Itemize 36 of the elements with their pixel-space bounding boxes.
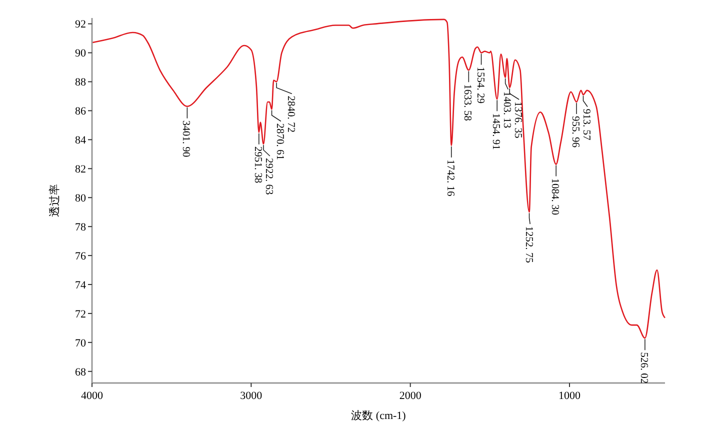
annotation: 1554. 29: [474, 66, 486, 104]
y-tick-label: 92: [75, 18, 86, 31]
annotation: 1454. 91: [490, 113, 502, 150]
y-tick-label: 82: [75, 163, 86, 176]
x-tick-label: 3000: [240, 390, 263, 402]
annotation: 1376. 35: [512, 102, 524, 138]
y-tick-label: 84: [75, 134, 86, 147]
annotation: 2922. 63: [262, 158, 274, 195]
annotation: 2870. 61: [274, 123, 285, 160]
line-series: [91, 18, 666, 339]
x-tick-label: 2000: [399, 390, 422, 402]
y-axis-title: 透过率: [48, 184, 61, 217]
annotation: 1742. 16: [444, 159, 456, 196]
annotation: 1084. 30: [549, 178, 560, 216]
y-tick-label: 86: [75, 106, 86, 118]
y-tick-label: 90: [75, 48, 86, 60]
y-tick-label: 80: [75, 192, 86, 204]
annotation: 1403. 13: [501, 91, 512, 128]
annotation: 913. 57: [580, 108, 592, 140]
y-tick-label: 72: [75, 308, 86, 320]
annotation: 1252. 75: [523, 226, 534, 263]
annotation: 955. 96: [570, 116, 581, 148]
annotation: 526. 02: [638, 352, 649, 384]
y-tick-label: 76: [75, 250, 86, 262]
annotation: 1633. 58: [462, 84, 473, 121]
y-tick-label: 78: [75, 221, 86, 234]
y-tick-label: 68: [75, 366, 86, 378]
x-tick-label: 4000: [81, 390, 104, 402]
annotation: 2951. 38: [252, 146, 263, 184]
y-tick-label: 70: [75, 337, 86, 350]
y-tick-label: 74: [75, 279, 86, 292]
annotation: 2840. 72: [284, 96, 296, 132]
y-tick-label: 88: [75, 76, 86, 89]
annotation: 3401. 90: [180, 120, 192, 158]
x-axis-title: 波数 (cm-1): [351, 409, 406, 422]
x-tick-label: 1000: [558, 390, 581, 402]
